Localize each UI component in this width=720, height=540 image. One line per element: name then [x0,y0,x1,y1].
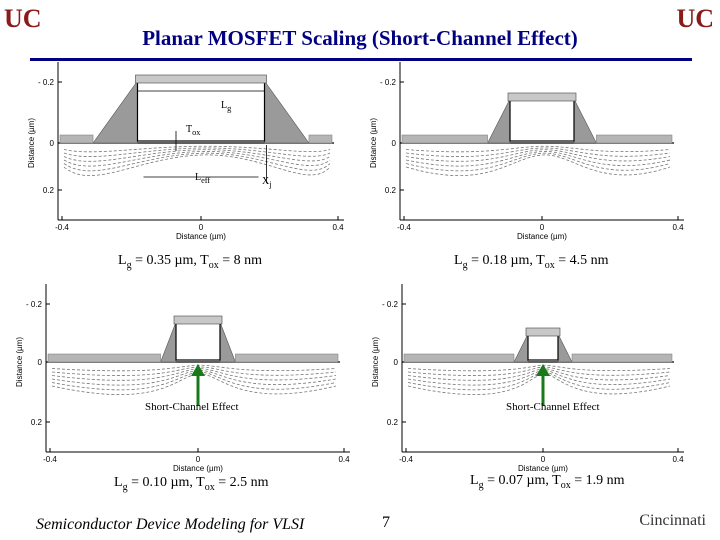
short-channel-label-right: Short-Channel Effect [506,401,600,413]
gate-silicide [507,92,577,102]
uc-logo-left: UC [4,4,42,33]
junction-contour [63,151,331,167]
gate-electrode [527,333,559,361]
junction-contour [63,145,331,153]
x-tick-label: 0 [540,223,545,232]
x-tick-label: 0 [541,455,546,464]
junction-contour [405,151,671,167]
y-tick-label: - 0.2 [26,300,43,309]
junction-contour [51,371,337,391]
source-region [59,134,94,144]
slide-number: 7 [382,514,390,531]
left-spacer [92,80,138,144]
right-spacer [264,80,310,144]
drain-region [308,134,333,144]
y-tick-label: - 0.2 [38,78,55,87]
junction-contour [63,149,331,162]
gate-silicide [135,74,267,84]
source-region [401,134,488,144]
y-axis-label: Distance (µm) [15,337,24,387]
junction-contour [405,145,671,153]
y-tick-label: 0.2 [43,186,55,195]
y-tick-label: - 0.2 [380,78,397,87]
leff-annotation: Leff [195,172,211,185]
gate-electrode [175,321,221,361]
junction-contour [63,154,331,176]
x-tick-label: 0.4 [672,455,684,464]
right-spacer [219,321,236,363]
x-tick-label: 0 [199,223,204,232]
x-tick-label: 0 [196,455,201,464]
x-axis-label: Distance (µm) [518,464,568,473]
mosfet-panel-4: - 0.2 0 0.2 -0.4 0 0.4 Distance (µm) Distance (… [371,284,684,473]
course-footer: Semiconductor Device Modeling for VLSI [36,516,305,533]
x-tick-label: -0.4 [397,223,411,232]
y-tick-label: 0.2 [31,418,43,427]
x-axis-label: Distance (µm) [176,232,226,241]
xj-annotation: Xj [262,176,272,189]
sce-arrow-head [536,364,550,376]
junction-contour [405,154,671,176]
gate-electrode [509,98,575,142]
drain-region [571,353,673,363]
junction-contour [407,364,671,372]
x-tick-label: -0.4 [43,455,57,464]
y-axis-label: Distance (µm) [371,337,380,387]
junction-contour [51,370,337,386]
tox-annotation: Tox [186,124,201,137]
y-axis-label: Distance (µm) [27,118,36,168]
mosfet-panel-3: - 0.2 0 0.2 -0.4 0 0.4 Distance (µm) Distance (… [15,284,350,473]
junction-contour [405,147,671,157]
uc-logo-right: UC [676,4,714,33]
y-axis-label: Distance (µm) [369,118,378,168]
junction-contour [63,152,331,172]
slide-title: Planar MOSFET Scaling (Short-Channel Eff… [142,26,578,50]
caption-panel-1: Lg = 0.35 µm, Tox = 8 nm [118,253,263,271]
left-spacer [513,333,529,363]
right-spacer [573,98,597,144]
junction-contour [407,373,671,395]
source-region [47,353,161,363]
left-spacer [487,98,511,144]
mosfet-panel-2: - 0.2 0 0.2 -0.4 0 0.4 Distance (µm) Distance (… [369,62,684,241]
mosfet-panel-1: - 0.2 0 0.2 -0.4 0 0.4 Distance (µm) Distance (… [27,62,344,241]
x-axis-label: Distance (µm) [173,464,223,473]
x-tick-label: 0.4 [338,455,350,464]
caption-panel-3: Lg = 0.10 µm, Tox = 2.5 nm [114,475,269,493]
sce-arrow-head [191,364,205,376]
y-tick-label: 0.2 [387,418,399,427]
x-tick-label: 0.4 [332,223,344,232]
x-tick-label: -0.4 [55,223,69,232]
university-logo: Cincinnati [639,512,706,529]
y-tick-label: 0 [394,358,399,367]
left-spacer [160,321,177,363]
drain-region [235,353,339,363]
junction-contour [51,364,337,372]
x-axis-label: Distance (µm) [517,232,567,241]
y-tick-label: 0.2 [385,186,397,195]
source-region [403,353,515,363]
y-tick-label: 0 [38,358,43,367]
x-tick-label: 0.4 [672,223,684,232]
junction-contour [405,149,671,162]
caption-panel-4: Lg = 0.07 µm, Tox = 1.9 nm [470,473,625,491]
y-tick-label: 0 [50,139,55,148]
right-spacer [557,333,573,363]
junction-contour [405,152,671,172]
gate-electrode [136,80,266,142]
lg-annotation: Lg [221,100,232,113]
y-tick-label: - 0.2 [382,300,399,309]
gate-silicide [525,327,561,337]
x-tick-label: -0.4 [399,455,413,464]
title-underline [30,58,692,61]
drain-region [596,134,673,144]
junction-contour [63,147,331,157]
short-channel-label-left: Short-Channel Effect [145,401,239,413]
caption-panel-2: Lg = 0.18 µm, Tox = 4.5 nm [454,253,609,271]
gate-silicide [173,315,223,325]
y-tick-label: 0 [392,139,397,148]
